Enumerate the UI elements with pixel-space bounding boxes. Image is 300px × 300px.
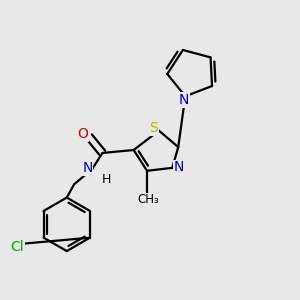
Text: N: N bbox=[174, 160, 184, 174]
Text: O: O bbox=[77, 127, 88, 141]
Text: H: H bbox=[102, 173, 112, 186]
Text: N: N bbox=[178, 93, 189, 107]
Text: CH₃: CH₃ bbox=[138, 193, 159, 206]
Text: Cl: Cl bbox=[10, 240, 24, 254]
Text: S: S bbox=[149, 121, 158, 135]
Text: N: N bbox=[82, 161, 93, 175]
